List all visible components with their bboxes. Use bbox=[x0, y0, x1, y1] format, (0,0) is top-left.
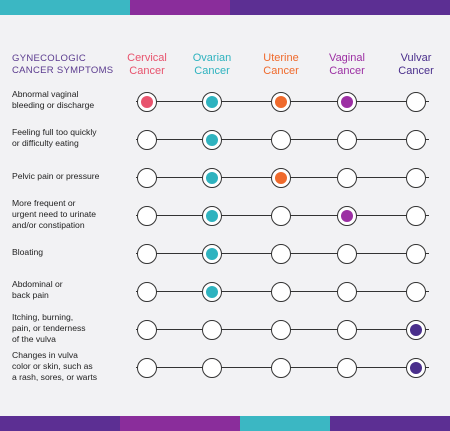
top-color-bar bbox=[0, 0, 450, 15]
symptom-label-line: urgent need to urinate bbox=[12, 208, 97, 219]
symptom-marker-empty bbox=[337, 281, 357, 302]
symptom-label-line: Bloating bbox=[12, 246, 44, 257]
symptom-marker-empty bbox=[337, 357, 357, 378]
marker-fill bbox=[410, 323, 422, 336]
symptom-label-line: Pelvic pain or pressure bbox=[12, 170, 100, 181]
column-header-text: Vaginal bbox=[329, 52, 365, 64]
symptom-label-line: More frequent or bbox=[12, 197, 76, 208]
symptom-marker-empty bbox=[137, 167, 157, 188]
symptom-marker-empty bbox=[137, 243, 157, 264]
bottom-color-bar bbox=[0, 416, 450, 431]
symptom-marker-empty bbox=[406, 243, 426, 264]
symptom-marker-filled bbox=[202, 91, 222, 112]
table-title: GYNECOLOGIC CANCER SYMPTOMS bbox=[12, 53, 122, 77]
symptom-label: Feeling full too quickly or difficulty ea… bbox=[12, 127, 124, 149]
symptom-label-line: bleeding or discharge bbox=[12, 100, 95, 110]
symptom-label-line: a rash, sores, or warts bbox=[12, 371, 98, 382]
symptom-marker-empty bbox=[406, 167, 426, 188]
symptom-marker-empty bbox=[271, 243, 291, 264]
column-header-uterine: Uterine Cancer bbox=[246, 52, 316, 78]
marker-fill bbox=[206, 171, 218, 184]
symptom-marker-filled bbox=[137, 91, 157, 112]
marker-fill bbox=[410, 361, 422, 374]
column-header-vulvar: Vulvar Cancer bbox=[381, 52, 450, 78]
symptom-marker-empty bbox=[137, 205, 157, 226]
symptom-label-line: Abnormal vaginal bbox=[12, 89, 79, 99]
title-line-1: GYNECOLOGIC bbox=[12, 53, 87, 64]
symptom-marker-empty bbox=[337, 243, 357, 264]
marker-fill bbox=[206, 247, 218, 260]
symptom-marker-filled bbox=[202, 243, 222, 264]
symptom-marker-empty bbox=[271, 319, 291, 340]
column-header-text: Ovarian bbox=[192, 52, 232, 64]
symptom-label-line: color or skin, such as bbox=[12, 360, 93, 371]
symptom-marker-filled bbox=[337, 91, 357, 112]
symptom-marker-empty bbox=[406, 281, 426, 302]
marker-fill bbox=[206, 95, 218, 108]
symptom-marker-empty bbox=[406, 129, 426, 150]
symptom-marker-empty bbox=[271, 357, 291, 378]
marker-fill bbox=[275, 171, 287, 184]
marker-fill bbox=[141, 95, 153, 108]
symptom-label-line: Changes in vulva bbox=[12, 349, 78, 360]
symptom-marker-empty bbox=[406, 205, 426, 226]
marker-fill bbox=[341, 209, 353, 222]
column-header-text: Cancer bbox=[129, 65, 165, 77]
symptom-marker-empty bbox=[337, 167, 357, 188]
symptom-marker-filled bbox=[406, 357, 426, 378]
symptom-marker-filled bbox=[337, 205, 357, 226]
symptom-label: Pelvic pain or pressure bbox=[12, 171, 124, 182]
symptom-marker-empty bbox=[202, 319, 222, 340]
symptom-marker-empty bbox=[137, 319, 157, 340]
symptom-marker-empty bbox=[137, 281, 157, 302]
marker-fill bbox=[206, 209, 218, 222]
symptom-marker-empty bbox=[406, 91, 426, 112]
symptom-marker-empty bbox=[337, 319, 357, 340]
marker-fill bbox=[206, 133, 218, 146]
symptom-label-line: of the vulva bbox=[12, 333, 56, 344]
title-line-2: CANCER SYMPTOMS bbox=[12, 65, 114, 76]
symptom-label: Changes in vulva color or skin, such as a … bbox=[12, 350, 124, 383]
symptom-marker-empty bbox=[271, 205, 291, 226]
symptom-marker-filled bbox=[406, 319, 426, 340]
symptom-marker-empty bbox=[271, 129, 291, 150]
marker-fill bbox=[275, 95, 287, 108]
symptom-marker-filled bbox=[271, 167, 291, 188]
symptom-marker-empty bbox=[271, 281, 291, 302]
column-header-text: Uterine bbox=[263, 52, 299, 64]
column-header-text: Cervical bbox=[127, 52, 167, 64]
symptom-marker-empty bbox=[337, 129, 357, 150]
column-header-text: Cancer bbox=[194, 65, 230, 77]
symptom-marker-empty bbox=[202, 357, 222, 378]
symptom-label-line: pain, or tenderness bbox=[12, 322, 86, 333]
symptom-marker-filled bbox=[202, 129, 222, 150]
column-header-text: Cancer bbox=[329, 65, 365, 77]
symptom-marker-filled bbox=[271, 91, 291, 112]
symptom-marker-filled bbox=[202, 205, 222, 226]
symptom-marker-filled bbox=[202, 167, 222, 188]
symptom-label: Bloating bbox=[12, 247, 124, 258]
column-header-cervical: Cervical Cancer bbox=[112, 52, 182, 78]
symptom-label-line: Abdominal or bbox=[12, 279, 63, 289]
marker-fill bbox=[206, 285, 218, 298]
symptom-label-line: Itching, burning, bbox=[12, 311, 74, 322]
symptom-label-line: and/or constipation bbox=[12, 219, 85, 230]
column-header-text: Cancer bbox=[398, 65, 434, 77]
symptom-label: Itching, burning, pain, or tenderness of t… bbox=[12, 312, 124, 345]
symptom-label-line: Feeling full too quickly bbox=[12, 127, 97, 137]
symptom-marker-empty bbox=[137, 357, 157, 378]
column-header-ovarian: Ovarian Cancer bbox=[177, 52, 247, 78]
symptom-label: More frequent or urgent need to urinate an… bbox=[12, 198, 124, 231]
symptom-label: Abdominal or back pain bbox=[12, 279, 124, 301]
marker-fill bbox=[341, 95, 353, 108]
column-header-text: Cancer bbox=[263, 65, 299, 77]
column-header-vaginal: Vaginal Cancer bbox=[312, 52, 382, 78]
symptom-marker-filled bbox=[202, 281, 222, 302]
symptom-label-line: or difficulty eating bbox=[12, 138, 79, 148]
symptom-label: Abnormal vaginal bleeding or discharge bbox=[12, 89, 124, 111]
column-header-text: Vulvar bbox=[400, 52, 432, 64]
symptom-marker-empty bbox=[137, 129, 157, 150]
symptom-label-line: back pain bbox=[12, 290, 49, 300]
